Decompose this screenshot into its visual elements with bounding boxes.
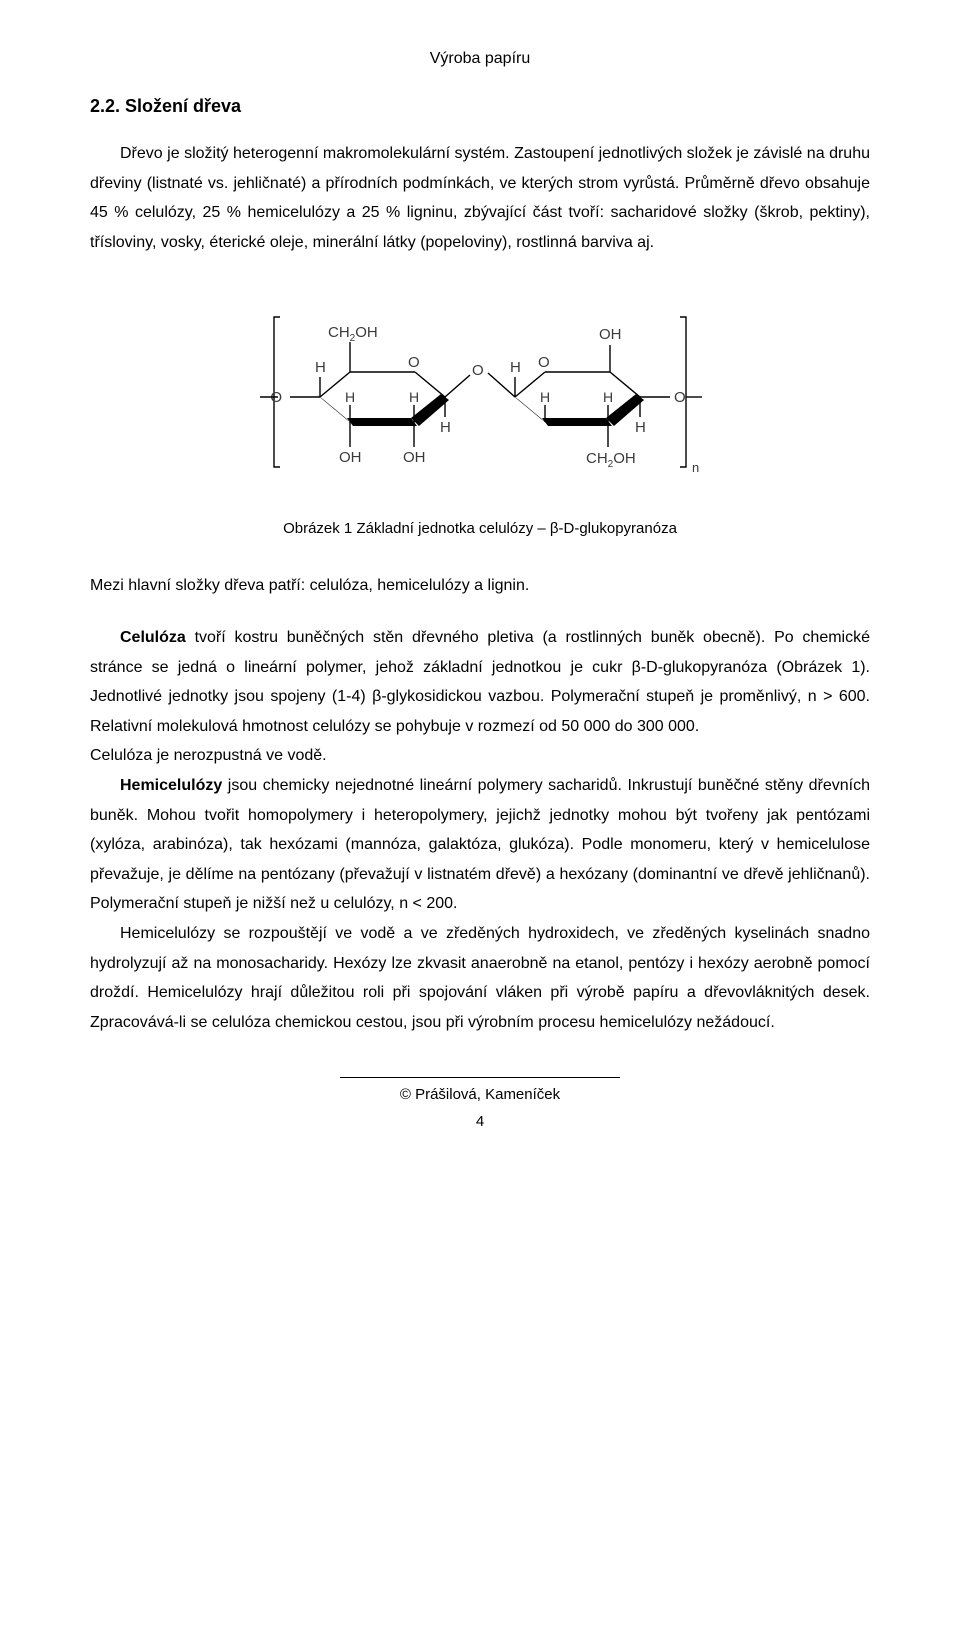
svg-text:O: O (674, 389, 686, 406)
svg-text:H: H (315, 359, 326, 376)
text-hemicelulozy-rest: jsou chemicky nejednotné lineární polyme… (90, 777, 870, 912)
paragraph-cellulose: Celulóza tvoří kostru buněčných stěn dře… (90, 623, 870, 741)
svg-text:OH: OH (599, 326, 622, 343)
svg-text:CH2OH: CH2OH (586, 450, 636, 470)
svg-text:H: H (603, 389, 613, 405)
paragraph-hemicelluloses: Hemicelulózy jsou chemicky nejednotné li… (90, 771, 870, 919)
figure-caption: Obrázek 1 Základní jednotka celulózy – β… (90, 520, 870, 537)
page-number: 4 (90, 1113, 870, 1130)
paragraph-celuloza-water: Celulóza je nerozpustná ve vodě. (90, 741, 870, 771)
svg-text:CH2OH: CH2OH (328, 324, 378, 344)
text-celuloza-rest: tvoří kostru buněčných stěn dřevného ple… (90, 629, 870, 735)
cellulose-structure-diagram: n O CH2OH O H OH H OH H H O (250, 287, 710, 487)
paragraph-intro: Dřevo je složitý heterogenní makromoleku… (90, 139, 870, 257)
ring-o-label: O (408, 354, 420, 371)
section-heading: 2.2. Složení dřeva (90, 96, 870, 117)
svg-text:H: H (345, 389, 355, 405)
svg-text:H: H (409, 389, 419, 405)
svg-text:O: O (538, 354, 550, 371)
running-title: Výroba papíru (90, 50, 870, 68)
svg-text:H: H (510, 359, 521, 376)
svg-text:H: H (440, 419, 451, 436)
svg-text:H: H (540, 389, 550, 405)
bold-hemicelulozy: Hemicelulózy (120, 777, 222, 794)
bold-celuloza: Celulóza (120, 629, 186, 646)
footer-authors: © Prášilová, Kameníček (340, 1077, 620, 1103)
svg-text:OH: OH (403, 449, 426, 466)
svg-text:H: H (635, 419, 646, 436)
svg-text:O: O (472, 362, 484, 379)
paragraph-components: Mezi hlavní složky dřeva patří: celulóza… (90, 571, 870, 601)
subscript-n: n (692, 460, 699, 475)
paragraph-hemi-properties: Hemicelulózy se rozpouštějí ve vodě a ve… (90, 919, 870, 1037)
figure-cellulose: n O CH2OH O H OH H OH H H O (90, 287, 870, 492)
svg-text:OH: OH (339, 449, 362, 466)
